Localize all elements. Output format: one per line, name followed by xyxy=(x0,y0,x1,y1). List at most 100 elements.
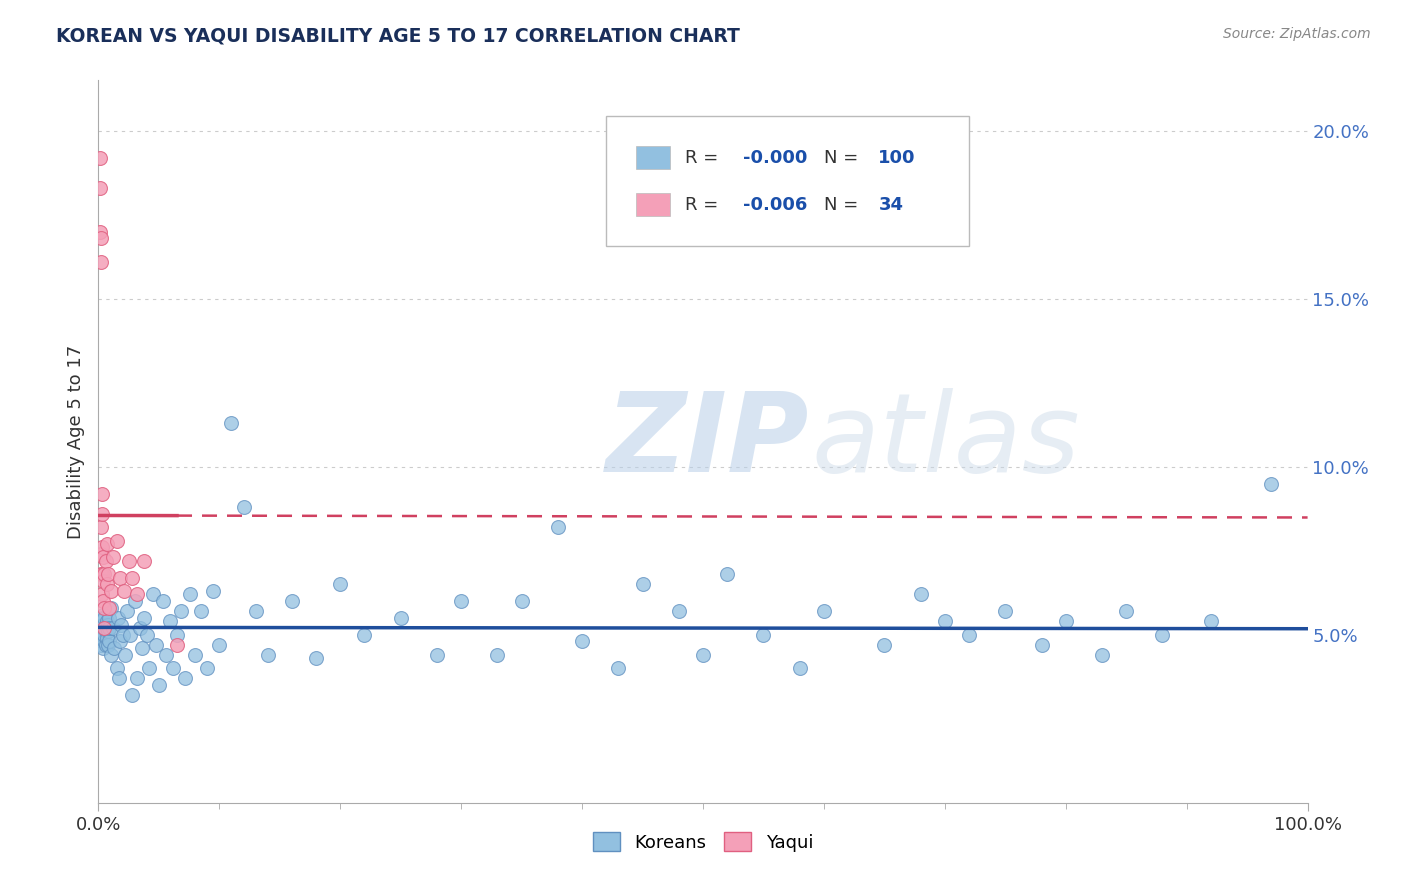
Point xyxy=(91,550,114,565)
Point xyxy=(108,672,131,686)
FancyBboxPatch shape xyxy=(637,146,671,169)
Point xyxy=(91,507,114,521)
Text: 100: 100 xyxy=(879,149,915,167)
Point xyxy=(232,500,254,514)
Point xyxy=(96,577,118,591)
Point xyxy=(174,672,197,686)
Point xyxy=(134,554,156,568)
Point xyxy=(100,648,122,662)
Point xyxy=(110,617,132,632)
Point xyxy=(155,648,177,662)
Point xyxy=(96,631,118,645)
Point xyxy=(91,628,114,642)
Text: N =: N = xyxy=(824,195,863,213)
Point xyxy=(510,594,533,608)
Point xyxy=(208,638,231,652)
Point xyxy=(114,648,136,662)
Point xyxy=(93,628,115,642)
Point xyxy=(450,594,472,608)
Point xyxy=(118,554,141,568)
Point xyxy=(142,587,165,601)
Point xyxy=(631,577,654,591)
Point xyxy=(1260,476,1282,491)
Point xyxy=(91,541,114,555)
Point xyxy=(90,254,112,268)
Point xyxy=(607,661,630,675)
Point xyxy=(111,628,134,642)
Text: atlas: atlas xyxy=(811,388,1080,495)
Point xyxy=(127,672,149,686)
Point xyxy=(305,651,328,665)
Point xyxy=(957,628,980,642)
FancyBboxPatch shape xyxy=(606,117,969,246)
Point xyxy=(91,624,114,639)
Point xyxy=(873,638,896,652)
Text: ZIP: ZIP xyxy=(606,388,810,495)
Point xyxy=(195,661,218,675)
Point xyxy=(97,617,120,632)
Point xyxy=(131,641,153,656)
Point xyxy=(668,604,690,618)
Point xyxy=(329,577,352,591)
Point xyxy=(169,604,191,618)
Point xyxy=(101,621,124,635)
Point xyxy=(752,628,775,642)
FancyBboxPatch shape xyxy=(637,193,671,216)
Point xyxy=(100,600,122,615)
Point xyxy=(389,611,412,625)
Point xyxy=(98,634,121,648)
Point xyxy=(166,638,188,652)
Point xyxy=(112,584,135,599)
Point xyxy=(121,688,143,702)
Point xyxy=(91,574,114,588)
Point xyxy=(571,634,593,648)
Point xyxy=(1031,638,1053,652)
Point xyxy=(91,486,114,500)
Point xyxy=(94,617,117,632)
Point xyxy=(1152,628,1174,642)
Point xyxy=(90,231,112,245)
Point xyxy=(221,416,243,430)
Point xyxy=(148,678,170,692)
Point xyxy=(190,604,212,618)
Point xyxy=(94,554,117,568)
Point xyxy=(994,604,1017,618)
Point xyxy=(101,550,124,565)
Point xyxy=(98,621,121,635)
Point xyxy=(94,638,117,652)
Point xyxy=(91,615,114,629)
Point xyxy=(245,604,267,618)
Point xyxy=(934,615,956,629)
Point xyxy=(1054,615,1077,629)
Point xyxy=(127,587,149,601)
Point xyxy=(89,151,111,165)
Text: 34: 34 xyxy=(879,195,903,213)
Text: R =: R = xyxy=(685,195,724,213)
Point xyxy=(124,594,146,608)
Point xyxy=(96,537,118,551)
Point xyxy=(105,661,128,675)
Point xyxy=(100,584,122,599)
Point xyxy=(184,648,207,662)
Point xyxy=(128,621,150,635)
Point xyxy=(813,604,835,618)
Point xyxy=(547,520,569,534)
Point xyxy=(93,634,115,648)
Point xyxy=(1115,604,1137,618)
Point xyxy=(103,641,125,656)
Point xyxy=(90,638,112,652)
Point xyxy=(91,634,114,648)
Point xyxy=(108,634,131,648)
Point xyxy=(145,638,167,652)
Point xyxy=(89,181,111,195)
Point xyxy=(159,615,181,629)
Point xyxy=(89,631,111,645)
Point xyxy=(281,594,304,608)
Point xyxy=(91,587,114,601)
Point xyxy=(716,567,738,582)
Point xyxy=(90,547,112,561)
Text: -0.006: -0.006 xyxy=(742,195,807,213)
Point xyxy=(105,533,128,548)
Point xyxy=(89,225,111,239)
Point xyxy=(97,638,120,652)
